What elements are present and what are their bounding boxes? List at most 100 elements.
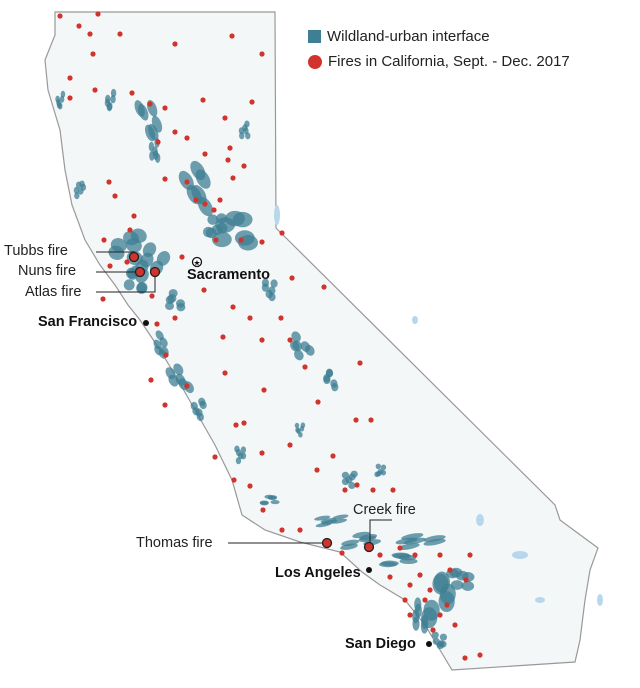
fire-point [259, 239, 265, 245]
wui-area [196, 412, 204, 422]
fire-point [259, 337, 265, 343]
wui-area [173, 363, 184, 376]
wui-area [165, 301, 175, 311]
fire-point [241, 420, 247, 426]
wui-area [450, 580, 464, 590]
wui-area [270, 279, 278, 288]
wui-area [423, 538, 446, 546]
fire-point [107, 263, 113, 269]
label-los-angeles: Los Angeles [275, 565, 361, 581]
fire-point [202, 151, 208, 157]
wui-area [261, 278, 270, 288]
fire-point [321, 284, 327, 290]
wui-area [199, 400, 207, 410]
fire-point [233, 422, 239, 428]
wui-area [359, 533, 378, 541]
fire-point [302, 364, 308, 370]
fire-point [100, 296, 106, 302]
wui-area [331, 518, 348, 524]
fire-point [247, 483, 253, 489]
fire-point [287, 442, 293, 448]
san-diego-dot-icon [426, 641, 432, 647]
fire-point [370, 487, 376, 493]
fire-point [452, 622, 458, 628]
wui-area [461, 581, 475, 591]
wui-area [235, 457, 242, 465]
creek-fire-marker [363, 541, 375, 553]
fire-point [90, 51, 96, 57]
wui-swatch-icon [308, 30, 321, 43]
nuns-fire-marker [134, 266, 146, 278]
wui-area [75, 181, 82, 189]
san-francisco-dot-icon [143, 320, 149, 326]
fire-point [184, 135, 190, 141]
label-atlas-fire: Atlas fire [25, 284, 82, 300]
label-sacramento: Sacramento [187, 267, 271, 283]
wui-area [420, 619, 429, 634]
wui-area [216, 213, 227, 224]
wui-area [207, 214, 219, 225]
fire-point [437, 552, 443, 558]
los-angeles-dot-icon [366, 567, 372, 573]
wui-area [314, 515, 331, 521]
label-creek-fire: Creek fire [353, 502, 416, 518]
wui-area [238, 127, 245, 135]
wui-area [267, 495, 277, 501]
wui-area [244, 120, 250, 128]
fire-point [354, 482, 360, 488]
wui-area [423, 535, 446, 542]
fire-point [227, 145, 233, 151]
legend-item-fires: Fires in California, Sept. - Dec. 2017 [308, 49, 570, 74]
fire-point [67, 75, 73, 81]
fire-point [212, 454, 218, 460]
major-fires [128, 251, 375, 553]
fire-point [172, 315, 178, 321]
wui-area [168, 289, 178, 298]
wui-area [432, 637, 440, 645]
wui-area [345, 476, 353, 484]
fire-point [147, 101, 153, 107]
fire-point [437, 612, 443, 618]
lake [412, 316, 418, 324]
fire-point [172, 129, 178, 135]
wui-area [74, 192, 80, 200]
wui-area [203, 226, 214, 238]
fire-point [200, 97, 206, 103]
lake [476, 514, 484, 526]
wui-area [153, 339, 162, 350]
fire-point [259, 51, 265, 57]
wui-area [136, 282, 147, 294]
fire-point [467, 552, 473, 558]
wui-area [211, 231, 232, 248]
fire-point [127, 227, 133, 233]
fire-point [387, 574, 393, 580]
wui-area [395, 537, 418, 545]
fire-point [314, 467, 320, 473]
wui-area [58, 102, 63, 110]
fire-point [390, 487, 396, 493]
fire-point [377, 552, 383, 558]
fire-point [162, 402, 168, 408]
wui-area [380, 469, 387, 476]
fire-point [278, 315, 284, 321]
label-san-francisco: San Francisco [38, 314, 138, 330]
fire-point [162, 105, 168, 111]
wui-area [110, 238, 127, 253]
wui-area [340, 543, 358, 550]
fire-point [201, 287, 207, 293]
fire-point [422, 597, 428, 603]
wui-area [348, 482, 356, 490]
wui-area [73, 186, 80, 194]
wui-area [243, 127, 249, 135]
fire-point [184, 179, 190, 185]
fire-point [217, 197, 223, 203]
fire-point [193, 197, 199, 203]
wui-area [197, 196, 213, 217]
wui-area [110, 88, 117, 98]
legend: Wildland-urban interface Fires in Califo… [308, 24, 570, 74]
fire-points-layer [57, 11, 483, 661]
wui-area [376, 470, 382, 477]
tubbs-fire-marker [128, 251, 140, 263]
wui-area [239, 132, 245, 140]
